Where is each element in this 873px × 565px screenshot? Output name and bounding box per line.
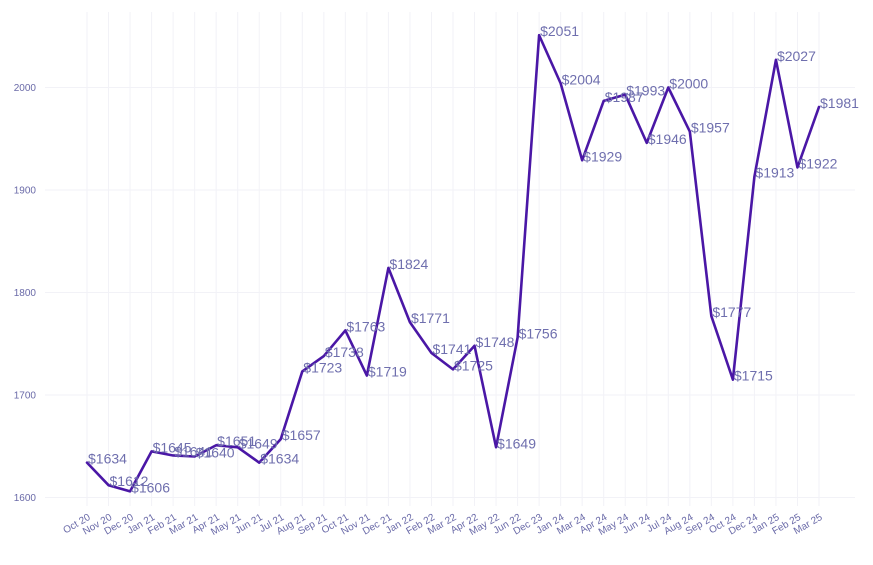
- data-label: $1651: [217, 433, 256, 449]
- y-tick-label: 1600: [14, 493, 37, 504]
- data-label: $1946: [648, 131, 687, 147]
- data-label: $1719: [368, 364, 407, 380]
- data-label: $2027: [777, 48, 816, 64]
- data-label: $1612: [110, 473, 149, 489]
- y-tick-label: 1700: [14, 391, 37, 402]
- data-label: $1922: [798, 155, 837, 171]
- data-label: $1777: [712, 304, 751, 320]
- data-label: $1649: [497, 435, 536, 451]
- data-label: $1748: [476, 334, 515, 350]
- data-label: $1649: [239, 435, 278, 451]
- data-label: $1725: [454, 357, 493, 373]
- y-tick-label: 1900: [14, 186, 37, 197]
- data-label: $1641: [174, 443, 213, 459]
- data-label: $1606: [131, 479, 170, 495]
- grid: [45, 12, 855, 506]
- data-label: $1715: [734, 368, 773, 384]
- y-tick-label: 2000: [14, 83, 37, 94]
- data-label: $1987: [605, 89, 644, 105]
- data-label: $1640: [196, 445, 235, 461]
- data-label: $1723: [303, 359, 342, 375]
- data-label: $1634: [260, 451, 299, 467]
- data-label: $1913: [755, 165, 794, 181]
- data-label: $1771: [411, 310, 450, 326]
- data-label: $1981: [820, 95, 859, 111]
- data-label: $2000: [669, 76, 708, 92]
- data-label: $1824: [389, 256, 428, 272]
- data-label: $1657: [282, 427, 321, 443]
- y-axis-ticks: 1600 1700 1800 1900 2000: [14, 83, 37, 504]
- data-label: $1993: [626, 83, 665, 99]
- series-line: [85, 33, 821, 493]
- data-label: $1741: [432, 341, 471, 357]
- data-label: $2004: [562, 71, 601, 87]
- data-label: $1957: [691, 120, 730, 136]
- data-label: $2051: [540, 23, 579, 39]
- data-label: $1763: [346, 318, 385, 334]
- data-labels: $1634$1612$1606$1645$1641$1640$1651$1649…: [88, 23, 859, 495]
- data-label: $1645: [153, 439, 192, 455]
- data-label: $1756: [519, 326, 558, 342]
- y-tick-label: 1800: [14, 288, 37, 299]
- data-label: $1738: [325, 344, 364, 360]
- data-label: $1634: [88, 451, 127, 467]
- data-label: $1929: [583, 148, 622, 164]
